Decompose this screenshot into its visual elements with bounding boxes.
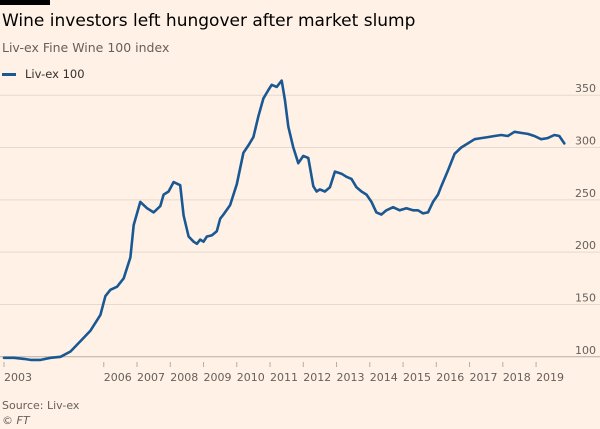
y-tick-label-100: 100 — [575, 344, 596, 357]
x-tick-label-2008: 2008 — [170, 371, 198, 384]
x-tick-label-2016: 2016 — [436, 371, 464, 384]
source-note: Source: Liv-ex — [2, 399, 80, 412]
x-tick-label-2015: 2015 — [403, 371, 431, 384]
x-tick-label-2018: 2018 — [503, 371, 531, 384]
x-tick-label-2014: 2014 — [370, 371, 398, 384]
x-tick-label-2011: 2011 — [270, 371, 298, 384]
x-tick-label-2006: 2006 — [104, 371, 132, 384]
x-tick-label-2013: 2013 — [337, 371, 365, 384]
y-axis-tick-labels: 100 150 200 250 300 350 — [575, 82, 596, 357]
x-axis-tick-labels: 2003 2006 2007 2008 2009 2010 2011 2012 2013 2014… — [3, 362, 564, 384]
series-line-liv-ex-100 — [2, 79, 566, 362]
series-layer — [2, 79, 566, 362]
x-tick-label-2010: 2010 — [237, 371, 265, 384]
legend-label: Liv-ex 100 — [25, 67, 85, 81]
y-tick-label-150: 150 — [575, 291, 596, 304]
x-tick-label-2017: 2017 — [470, 371, 498, 384]
x-tick-label-2003: 2003 — [4, 371, 32, 384]
chart-title: Wine investors left hungover after marke… — [2, 11, 416, 31]
x-tick-label-2007: 2007 — [137, 371, 165, 384]
y-tick-label-200: 200 — [575, 239, 596, 252]
y-tick-label-250: 250 — [575, 187, 596, 200]
chart-subtitle: Liv-ex Fine Wine 100 index — [2, 40, 170, 55]
y-tick-label-350: 350 — [575, 82, 596, 95]
copyright-note: © FT — [2, 414, 30, 427]
x-tick-label-2009: 2009 — [204, 371, 232, 384]
ft-top-bar — [0, 0, 50, 5]
x-tick-label-2012: 2012 — [303, 371, 331, 384]
legend-swatch — [2, 72, 16, 76]
x-tick-label-2019: 2019 — [536, 371, 564, 384]
gridlines — [0, 94, 600, 358]
y-tick-label-300: 300 — [575, 135, 596, 148]
legend: Liv-ex 100 — [2, 67, 85, 81]
